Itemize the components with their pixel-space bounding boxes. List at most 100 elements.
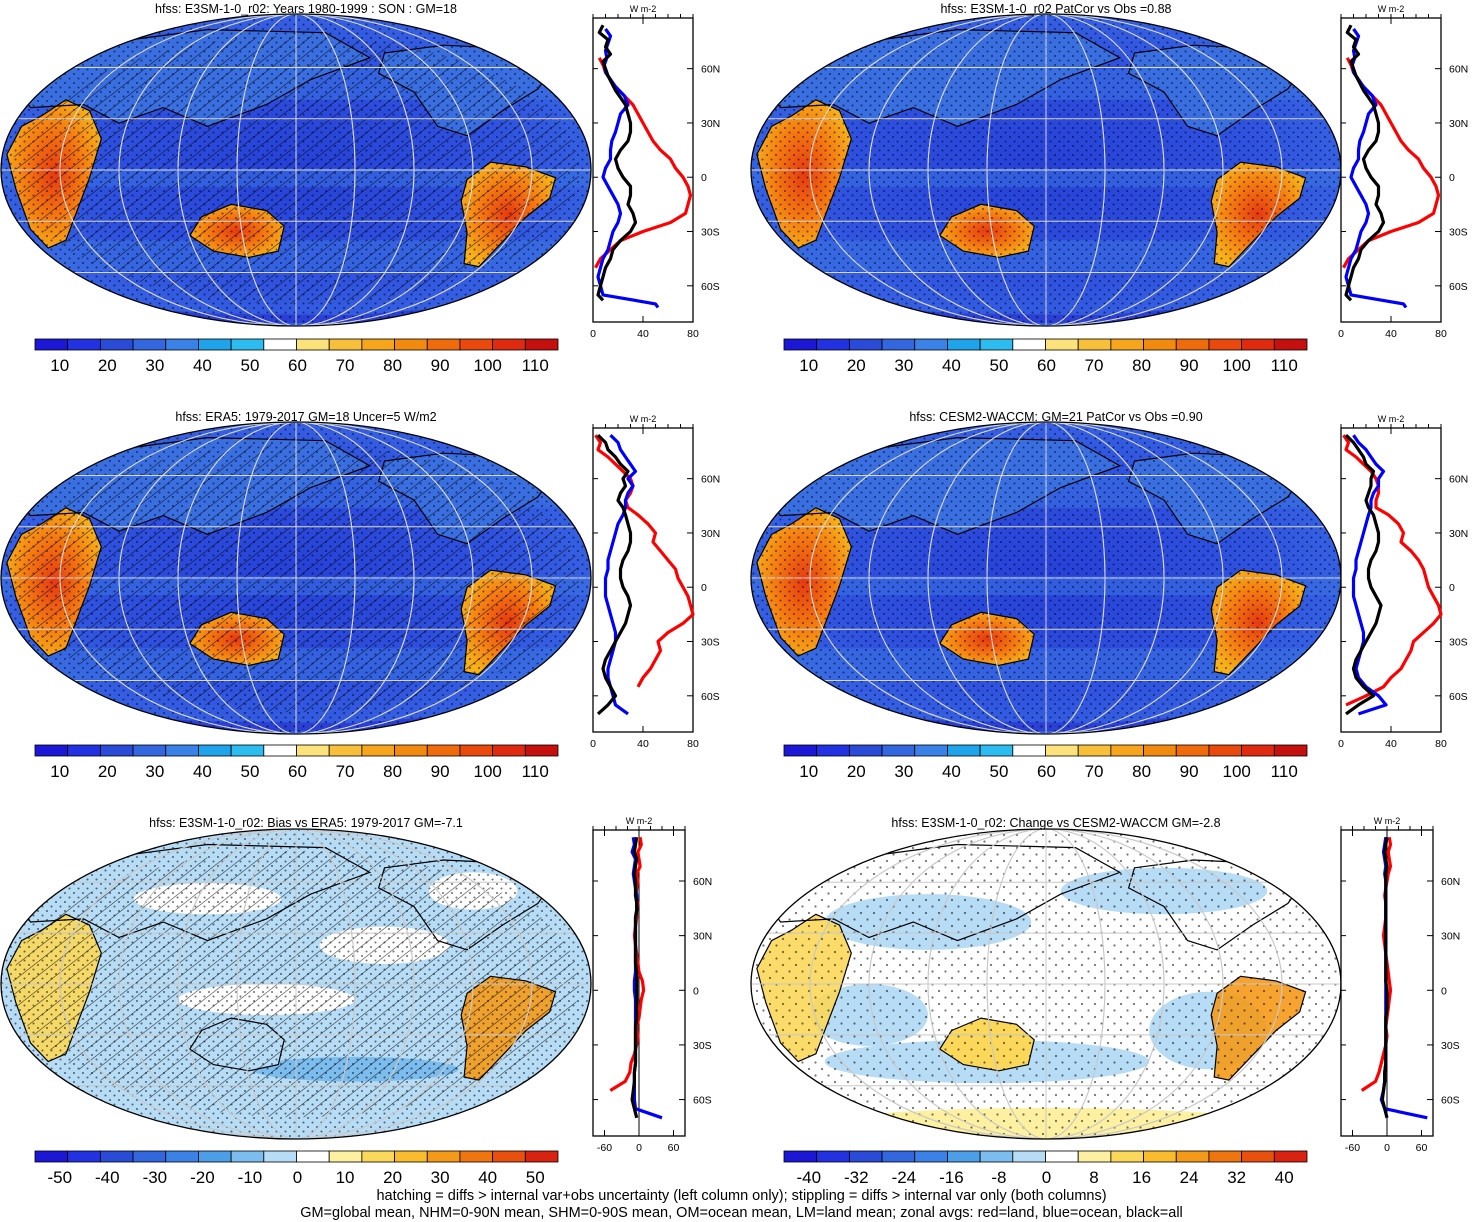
lat-label: 30S	[1441, 1040, 1460, 1052]
meridian	[809, 829, 1283, 1139]
colorbar-swatch	[394, 338, 428, 351]
colorbar-swatch	[198, 744, 232, 757]
x-tick-label: -60	[597, 1142, 612, 1154]
zonal-line-all	[596, 434, 633, 716]
colorbar-swatch	[426, 338, 461, 351]
colorbar-swatch	[361, 744, 395, 757]
lat-label: 30S	[1449, 227, 1468, 239]
x-tick-label: 0	[1338, 328, 1344, 340]
meridian	[59, 14, 533, 326]
colorbar-swatch	[848, 338, 883, 351]
colorbar-label: 80	[383, 356, 402, 375]
colorbar-label: 90	[431, 762, 450, 781]
colorbar-swatch	[198, 338, 232, 351]
lat-label: 0	[1449, 172, 1455, 184]
lat-label: 30N	[701, 118, 720, 130]
colorbar-swatch	[492, 1150, 526, 1163]
colorbar-swatch	[816, 338, 850, 351]
x-tick-label: 40	[1385, 328, 1397, 340]
colorbar-1: 10 20 30 40 50 60 70 80 90 100 110	[34, 338, 559, 375]
colorbar-swatch	[1175, 1150, 1210, 1163]
colorbar-2: 10 20 30 40 50 60 70 80 90 100 110	[783, 338, 1308, 375]
colorbar-swatch	[132, 1150, 167, 1163]
x-tick-label: 60	[1416, 1142, 1428, 1154]
lat-label: 60N	[701, 474, 720, 486]
zonal-line-ocean	[1351, 434, 1388, 716]
colorbar-label: 8	[1089, 1168, 1098, 1187]
colorbar-swatch	[198, 1150, 232, 1163]
zonal-unit: W m-2	[1378, 4, 1405, 14]
colorbar-swatch	[328, 744, 363, 757]
colorbar-label: 100	[473, 762, 501, 781]
meridian	[177, 14, 415, 326]
meridian	[177, 422, 415, 734]
zonal-line-all	[1380, 837, 1389, 1119]
colorbar-label: 10	[50, 762, 69, 781]
meridian	[927, 829, 1165, 1139]
colorbar-swatch	[296, 338, 330, 351]
zonal-line-all	[1344, 434, 1383, 716]
lat-label: 60N	[701, 64, 720, 76]
colorbar-swatch	[1143, 744, 1177, 757]
panel-6: 60N 30N 0 30S 60S -60 0 60 W m-2 -40 -32 -24 -16 -8 0 8…	[750, 816, 1460, 1187]
colorbar-swatch	[361, 338, 395, 351]
colorbar-swatch	[263, 338, 297, 351]
lat-label: 30N	[1449, 528, 1468, 540]
colorbar-swatch	[67, 1150, 101, 1163]
colorbar-swatch	[459, 338, 494, 351]
colorbar-swatch	[296, 1150, 330, 1163]
colorbar-swatch	[783, 744, 818, 757]
colorbar-label: 100	[473, 356, 501, 375]
lat-label: 30S	[1449, 637, 1468, 649]
footer-note-1: hatching = diffs > internal var+obs unce…	[376, 1188, 1107, 1204]
x-tick-label: 80	[1435, 328, 1447, 340]
colorbar-label: 10	[799, 762, 818, 781]
colorbar-swatch	[1143, 338, 1177, 351]
lat-label: 30N	[693, 931, 712, 943]
colorbar-swatch	[783, 338, 818, 351]
colorbar-swatch	[1175, 744, 1210, 757]
colorbar-label: -10	[238, 1168, 263, 1187]
colorbar-swatch	[328, 338, 363, 351]
colorbar-swatch	[1012, 744, 1046, 757]
lat-label: 0	[1449, 582, 1455, 594]
meridian	[868, 422, 1224, 734]
colorbar-swatch	[848, 1150, 883, 1163]
lat-label: 60N	[693, 876, 712, 888]
colorbar-swatch	[165, 744, 199, 757]
lat-label: 0	[1441, 985, 1447, 997]
colorbar-label: 10	[799, 356, 818, 375]
colorbar-label: 40	[193, 762, 212, 781]
zonal-plot-2: 60N 30N 0 30S 60S 0 40 80 W m-2	[1338, 4, 1468, 340]
colorbar-label: 60	[1037, 356, 1056, 375]
colorbar-label: -16	[939, 1168, 964, 1187]
colorbar-label: 40	[942, 356, 961, 375]
colorbar-swatch	[1273, 1150, 1308, 1163]
colorbar-label: 90	[1180, 762, 1199, 781]
colorbar-label: 40	[193, 356, 212, 375]
x-tick-label: 40	[637, 328, 649, 340]
meridian	[927, 422, 1165, 734]
lat-label: 60N	[1449, 474, 1468, 486]
x-tick-label: 80	[1435, 738, 1447, 750]
colorbar-swatch	[328, 1150, 363, 1163]
colorbar-label: 30	[894, 762, 913, 781]
colorbar-label: 50	[240, 762, 259, 781]
colorbar-swatch	[979, 1150, 1014, 1163]
colorbar-swatch	[947, 744, 981, 757]
colorbar-swatch	[230, 744, 265, 757]
colorbar-swatch	[99, 1150, 134, 1163]
lat-label: 60S	[701, 691, 720, 703]
map-border	[0, 421, 592, 735]
colorbar-swatch	[165, 1150, 199, 1163]
colorbar-label: 80	[1132, 762, 1151, 781]
zonal-unit: W m-2	[1374, 816, 1401, 826]
lat-label: 60N	[1449, 64, 1468, 76]
colorbar-swatch	[1241, 1150, 1275, 1163]
colorbar-label: 110	[1271, 762, 1298, 781]
lat-label: 60S	[701, 281, 720, 293]
panel-title-2: hfss: E3SM-1-0_r02 PatCor vs Obs =0.88	[940, 2, 1172, 16]
colorbar-label: 16	[1132, 1168, 1151, 1187]
colorbar-swatch	[34, 338, 69, 351]
x-tick-label: 40	[1385, 738, 1397, 750]
